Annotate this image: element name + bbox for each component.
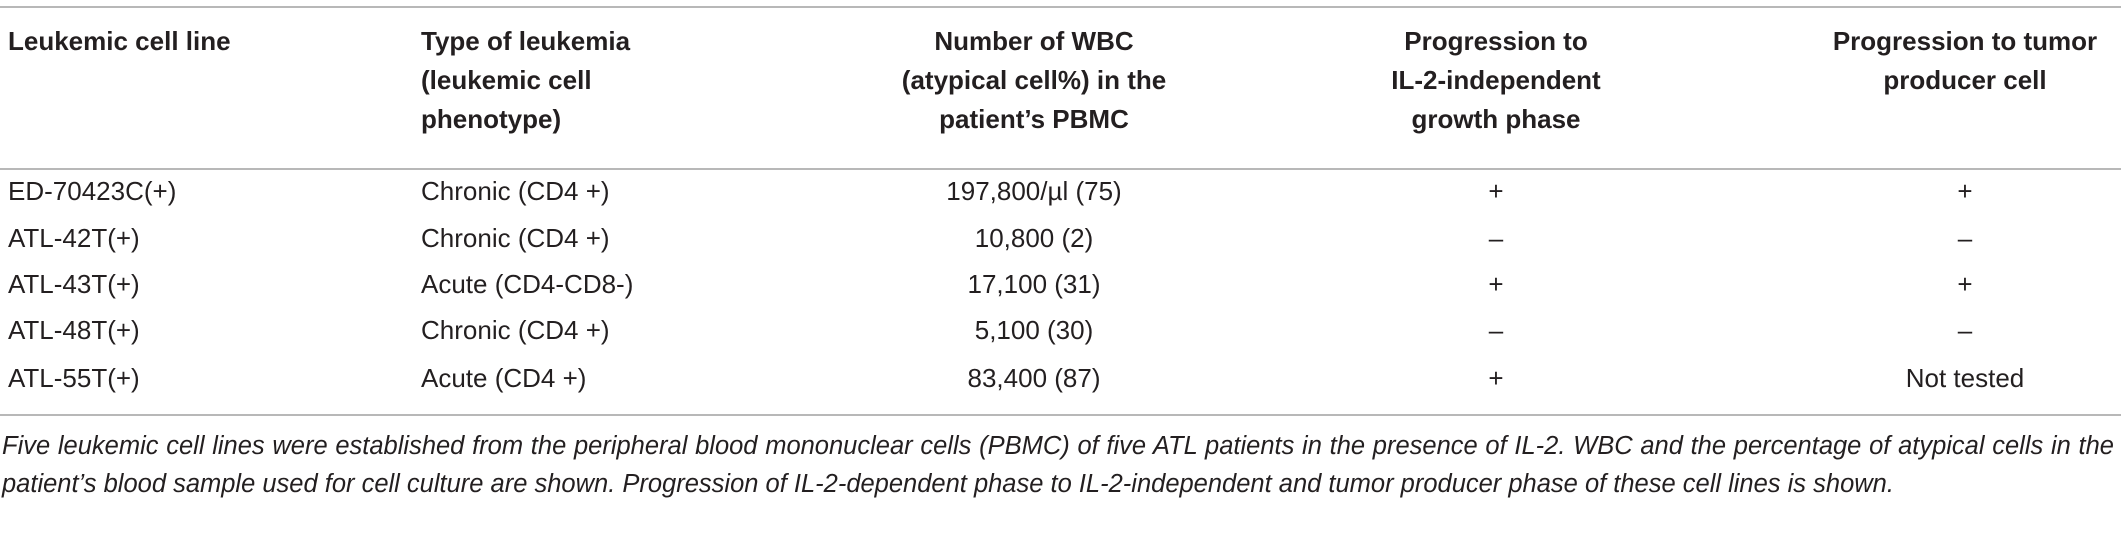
header-cell: (atypical cell%) in the: [901, 65, 1167, 95]
table-cell: Chronic (CD4 +): [421, 223, 610, 253]
table-cell: Chronic (CD4 +): [421, 315, 610, 345]
table-cell: +: [1488, 363, 1504, 393]
table-cell: ATL-43T(+): [8, 269, 140, 299]
table-cell: –: [1488, 223, 1504, 253]
table-cell: –: [1957, 315, 1973, 345]
table-cell: Not tested: [1905, 363, 2025, 393]
header-cell: growth phase: [1411, 104, 1581, 134]
table-cell: –: [1488, 315, 1504, 345]
header-cell: Progression to: [1404, 26, 1588, 56]
table-cell: 5,100 (30): [974, 315, 1094, 345]
header-cell: producer cell: [1883, 65, 2047, 95]
bottom-rule: [0, 414, 2121, 416]
header-rule: [0, 168, 2121, 170]
table-cell: 10,800 (2): [974, 223, 1094, 253]
table-cell: ATL-55T(+): [8, 363, 140, 393]
table-cell: –: [1957, 223, 1973, 253]
table-cell: Acute (CD4-CD8-): [421, 269, 634, 299]
table-cell: Acute (CD4 +): [421, 363, 587, 393]
caption: Five leukemic cell lines were establishe…: [2, 432, 2114, 498]
table-cell: ATL-48T(+): [8, 315, 140, 345]
table-cell: +: [1488, 269, 1504, 299]
header-cell: Number of WBC: [934, 26, 1134, 56]
table-cell: ED-70423C(+): [8, 176, 177, 206]
table-cell: +: [1957, 269, 1973, 299]
header-cell: phenotype): [421, 104, 562, 134]
header-cell: IL-2-independent: [1391, 65, 1601, 95]
header-cell: patient’s PBMC: [939, 104, 1129, 134]
top-rule: [0, 6, 2121, 8]
table-cell: ATL-42T(+): [8, 223, 140, 253]
table-cell: 197,800/µl (75): [946, 176, 1122, 206]
table-cell: +: [1488, 176, 1504, 206]
table-cell: 83,400 (87): [967, 363, 1101, 393]
table-cell: 17,100 (31): [967, 269, 1101, 299]
header-cell: Leukemic cell line: [8, 26, 231, 56]
header-cell: Type of leukemia: [421, 26, 631, 56]
table-cell: Chronic (CD4 +): [421, 176, 610, 206]
table-cell: +: [1957, 176, 1973, 206]
header-cell: Progression to tumor: [1832, 26, 2098, 56]
header-cell: (leukemic cell: [421, 65, 592, 95]
